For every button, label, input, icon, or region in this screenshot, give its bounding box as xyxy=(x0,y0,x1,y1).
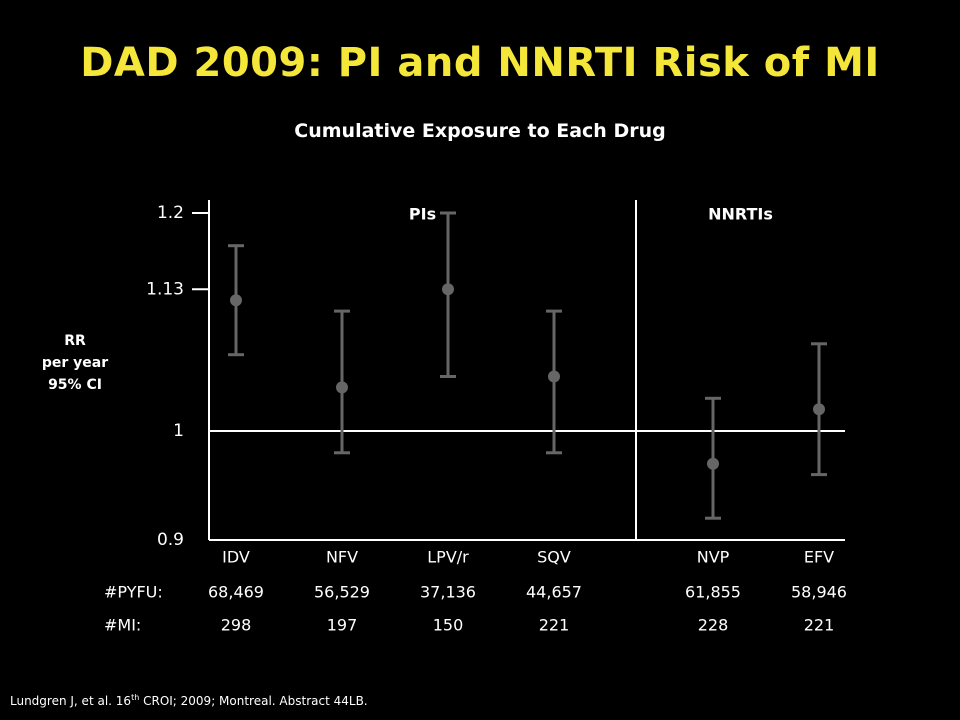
y-tick-label: 1.2 xyxy=(157,203,184,223)
citation-footnote: Lundgren J, et al. 16th CROI; 2009; Mont… xyxy=(10,693,368,708)
slide-title: DAD 2009: PI and NNRTI Risk of MI xyxy=(80,40,880,86)
pyfu-value: 61,855 xyxy=(685,583,741,602)
y-axis-label: RR per year 95% CI xyxy=(30,330,120,396)
pyfu-value: 58,946 xyxy=(791,583,847,602)
mi-value: 221 xyxy=(804,616,835,635)
x-tick-label: EFV xyxy=(804,548,834,567)
mi-value: 221 xyxy=(539,616,570,635)
rr-point xyxy=(336,381,348,394)
rr-point xyxy=(442,283,454,296)
y-tick-label: 1.13 xyxy=(146,279,184,299)
y-axis-label-line-1: RR xyxy=(64,333,86,349)
rr-point xyxy=(548,370,560,383)
pyfu-row-label: #PYFU: xyxy=(104,583,163,602)
x-tick-label: LPV/r xyxy=(427,548,469,567)
group-label-nnrtis: NNRTIs xyxy=(708,205,773,224)
rr-point xyxy=(813,403,825,416)
citation-text-end: CROI; 2009; Montreal. Abstract 44LB. xyxy=(139,694,368,708)
pyfu-value: 44,657 xyxy=(526,583,582,602)
y-axis-label-line-3: 95% CI xyxy=(48,377,102,393)
y-axis-label-line-2: per year xyxy=(41,355,109,371)
x-tick-label: SQV xyxy=(537,548,571,567)
mi-value: 197 xyxy=(327,616,358,635)
y-tick-label: 0.9 xyxy=(157,530,184,550)
rr-point xyxy=(230,294,242,307)
x-tick-label: IDV xyxy=(222,548,250,567)
pyfu-value: 37,136 xyxy=(420,583,476,602)
mi-row-label: #MI: xyxy=(104,616,141,635)
group-label-pis: PIs xyxy=(409,205,436,224)
y-tick-label: 1 xyxy=(173,421,184,441)
citation-text: Lundgren J, et al. 16 xyxy=(10,694,132,708)
rr-point xyxy=(707,457,719,470)
x-tick-label: NVP xyxy=(697,548,730,567)
mi-value: 228 xyxy=(698,616,729,635)
mi-value: 150 xyxy=(433,616,464,635)
x-tick-label: NFV xyxy=(326,548,358,567)
pyfu-value: 68,469 xyxy=(208,583,264,602)
mi-value: 298 xyxy=(221,616,252,635)
pyfu-value: 56,529 xyxy=(314,583,370,602)
citation-superscript: th xyxy=(131,693,140,702)
chart-subtitle: Cumulative Exposure to Each Drug xyxy=(294,120,666,142)
